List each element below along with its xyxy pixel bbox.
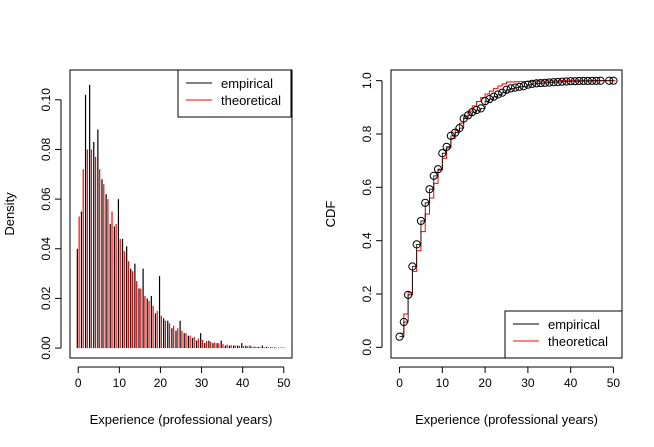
density-y-tick-label: 0.06 <box>39 187 53 211</box>
empirical-cdf-point <box>404 290 413 299</box>
empirical-cdf-point <box>438 149 447 158</box>
cdf-panel: 0 10 20 30 40 50 0.0 0.2 0.4 0.6 0.8 1.0 Experience … <box>323 69 623 427</box>
cdf-legend-label-empirical: empirical <box>548 317 600 332</box>
density-legend-label-empirical: empirical <box>221 76 273 91</box>
theoretical-cdf-step-line <box>399 80 616 334</box>
empirical-cdf-point <box>515 82 524 91</box>
empirical-cdf-point <box>481 97 490 106</box>
empirical-cdf-point <box>553 77 562 87</box>
density-y-tick-label: 0.02 <box>39 286 53 310</box>
empirical-cdf-point <box>472 105 481 115</box>
empirical-cdf-point <box>451 128 460 137</box>
empirical-cdf-point <box>506 84 515 93</box>
density-x-tick-label: 30 <box>195 376 209 390</box>
density-x-tick-label: 40 <box>236 376 250 390</box>
empirical-cdf-point <box>558 77 567 86</box>
empirical-cdf-point <box>416 216 426 226</box>
empirical-cdf-point <box>425 185 434 194</box>
empirical-cdf-point <box>468 108 477 117</box>
cdf-x-tick-label: 30 <box>521 376 535 390</box>
density-x-tick-label: 50 <box>277 376 291 390</box>
cdf-x-tick-label: 50 <box>607 376 621 390</box>
empirical-cdf-point <box>399 317 408 327</box>
empirical-cdf-point <box>566 77 575 86</box>
empirical-cdf-point <box>489 92 498 101</box>
empirical-cdf-point <box>421 198 430 207</box>
empirical-cdf-point <box>562 77 571 86</box>
empirical-cdf-point <box>433 165 443 174</box>
cdf-y-tick-label: 0.0 <box>360 339 374 356</box>
empirical-cdf-step-line <box>399 80 614 338</box>
cdf-x-tick-label: 0 <box>396 376 403 390</box>
empirical-cdf-point <box>455 124 464 133</box>
empirical-cdf-point <box>395 332 404 341</box>
empirical-cdf-point <box>579 76 588 86</box>
cdf-y-tick-label: 0.4 <box>360 232 374 249</box>
empirical-cdf-point <box>408 262 417 271</box>
empirical-cdf-point <box>540 78 550 87</box>
cdf-y-tick-label: 0.8 <box>360 125 374 142</box>
empirical-cdf-point <box>605 76 614 85</box>
empirical-cdf-point <box>587 76 597 85</box>
empirical-cdf-point <box>536 78 545 88</box>
cdf-x-tick-label: 20 <box>478 376 492 390</box>
density-legend-label-theoretical: theoretical <box>221 93 281 108</box>
cdf-x-tick-label: 10 <box>436 376 450 390</box>
empirical-cdf-point <box>596 76 605 85</box>
empirical-cdf-point <box>575 76 584 86</box>
density-y-tick-label: 0.00 <box>39 336 53 360</box>
empirical-cdf-point <box>498 88 507 97</box>
density-panel: 0 10 20 30 40 50 0.00 0.02 0.04 0.06 0.08 0.10 Exper… <box>2 69 293 427</box>
empirical-cdf-point <box>528 79 537 88</box>
empirical-cdf-point <box>476 104 485 113</box>
empirical-cdf-point <box>609 76 618 85</box>
empirical-cdf-point <box>429 171 438 180</box>
empirical-cdf-point <box>485 94 494 104</box>
empirical-cdf-point <box>442 142 451 151</box>
cdf-y-tick-label: 0.2 <box>360 285 374 302</box>
empirical-cdf-point <box>545 78 554 87</box>
density-x-tick-label: 10 <box>113 376 127 390</box>
cdf-x-tick-label: 40 <box>564 376 578 390</box>
cdf-y-tick-label: 1.0 <box>360 72 374 89</box>
cdf-y-tick-label: 0.6 <box>360 179 374 196</box>
density-y-tick-label: 0.08 <box>39 137 53 161</box>
empirical-cdf-point <box>583 76 592 86</box>
cdf-x-axis-label: Experience (professional years) <box>415 412 598 427</box>
empirical-cdf-point <box>510 83 520 92</box>
empirical-cdf-point <box>519 82 528 91</box>
cdf-legend-label-theoretical: theoretical <box>548 334 608 349</box>
empirical-cdf-point <box>412 240 421 249</box>
density-x-axis-label: Experience (professional years) <box>90 412 273 427</box>
cdf-legend-box <box>504 310 623 359</box>
density-y-axis-label: Density <box>2 192 17 236</box>
empirical-cdf-point <box>592 76 601 85</box>
density-legend-box <box>177 69 292 118</box>
density-x-tick-label: 0 <box>75 376 82 390</box>
density-y-tick-label: 0.04 <box>39 237 53 261</box>
cdf-y-axis-label: CDF <box>323 201 338 228</box>
empirical-cdf-point <box>570 77 580 86</box>
empirical-cdf-point <box>502 85 511 94</box>
empirical-cdf-point <box>523 80 532 89</box>
empirical-cdf-point <box>532 79 541 88</box>
empirical-cdf-point <box>549 78 558 87</box>
density-y-tick-label: 0.10 <box>39 88 53 112</box>
density-x-tick-label: 20 <box>154 376 168 390</box>
empirical-cdf-point <box>493 90 503 99</box>
